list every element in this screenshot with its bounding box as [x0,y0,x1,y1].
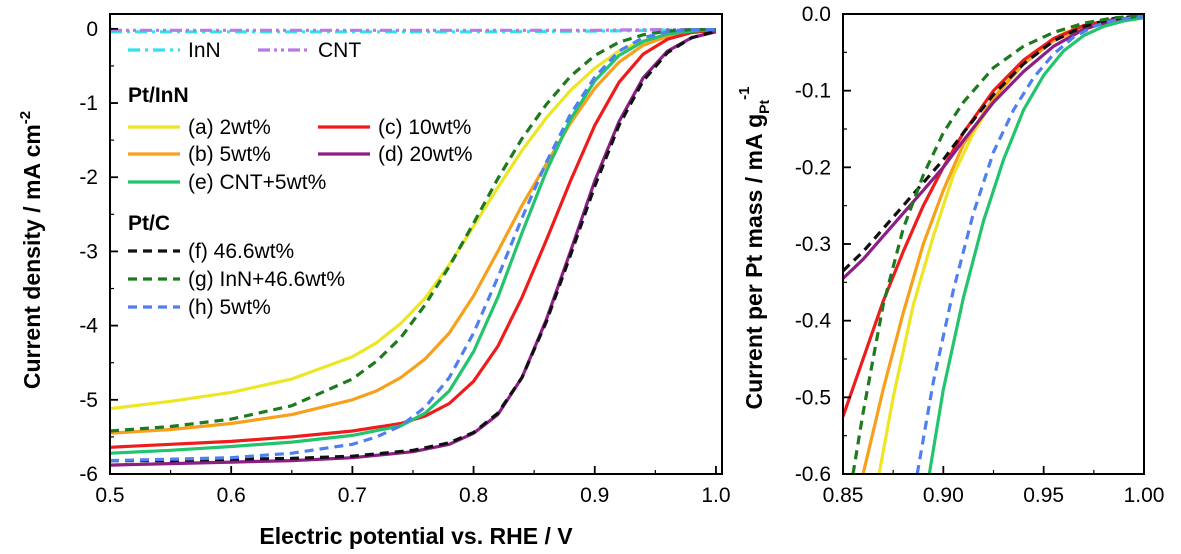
series-line-e [110,28,716,455]
legend-label-c: (c) 10wt% [378,116,471,139]
right-y-axis-label-sub: Pt [756,99,772,113]
series-line-f [843,14,1144,272]
series-line-g [851,14,1144,474]
series-line-CNT [110,28,716,32]
right-y-axis-label-sup: -1 [736,86,753,99]
y-tick-label: -0.5 [795,386,831,409]
left-series-lines [110,28,717,467]
x-tick-label: 0.90 [923,484,964,507]
series-line-f [110,29,717,463]
series-line-c [110,28,717,449]
right-chart: 0.85 0.90 0.95 1.00 0.0 -0.1 -0.2 -0.3 -0.4 -0.5 -… [736,3,1164,507]
left-y-axis-label-sup: -2 [17,111,34,124]
y-tick-label: -5 [79,389,98,412]
y-tick-label: -0.3 [795,233,831,256]
left-y-axis-label: Current density / mA cm-2 [17,111,45,389]
x-tick-label: 0.7 [338,484,367,507]
x-tick-label: 0.95 [1023,484,1064,507]
x-tick-label: 0.8 [459,484,488,507]
left-y-axis-label-text: Current density / mA cm [19,124,45,389]
right-y-axis-label-text: Current per Pt mass / mA g [741,114,767,410]
right-series-lines [843,14,1144,474]
legend-label-a: (a) 2wt% [188,116,271,139]
series-line-a [110,28,716,411]
series-line-e [927,16,1144,474]
y-tick-label: -1 [79,92,98,115]
y-tick-label: -3 [79,240,98,263]
x-tick-label: 0.5 [95,484,124,507]
series-line-c [843,15,1144,418]
y-tick-label: -0.1 [795,80,831,103]
right-axis-ticks: 0.85 0.90 0.95 1.00 0.0 -0.1 -0.2 -0.3 -0.4 -0.5 -… [795,3,1165,507]
y-tick-label: -2 [79,166,98,189]
x-tick-label: 0.6 [217,484,246,507]
y-tick-label: -6 [79,463,98,486]
legend-label-d: (d) 20wt% [378,143,473,166]
legend-label-b: (b) 5wt% [188,143,271,166]
y-tick-label: -0.2 [795,156,831,179]
y-tick-label: -0.4 [795,310,832,333]
left-axis-ticks: 0.5 0.6 0.7 0.8 0.9 1.0 0 -1 -2 -3 -4 -5 -6 [79,18,730,507]
legend-label-InN: InN [188,39,221,62]
legend-label-h: (h) 5wt% [188,296,271,319]
y-tick-label: 0 [86,18,98,41]
x-tick-label: 1.00 [1124,484,1165,507]
legend-label-e: (e) CNT+5wt% [188,171,326,194]
y-tick-label: -0.6 [795,463,831,486]
series-line-h [110,28,716,463]
legend-label-g: (g) InN+46.6wt% [188,268,345,291]
left-x-axis-label: Electric potential vs. RHE / V [259,523,573,549]
y-tick-label: -4 [79,315,98,338]
left-plot-frame [109,13,723,475]
x-tick-label: 0.9 [580,484,609,507]
legend-label-f: (f) 46.6wt% [188,240,294,263]
series-line-h [915,14,1144,474]
y-tick-label: 0.0 [802,3,831,26]
legend-heading-pt-inn: Pt/InN [128,84,189,107]
series-line-d [843,14,1144,280]
left-chart: 0.5 0.6 0.7 0.8 0.9 1.0 0 -1 -2 -3 -4 -5 -6 InN CNT Pt… [17,13,731,549]
legend-heading-pt-c: Pt/C [128,212,170,235]
left-legend: InN CNT Pt/InN (a) 2wt% (c) 10wt% (b) 5wt% (d)… [128,39,473,319]
x-tick-label: 1.0 [701,484,730,507]
series-line-b [110,28,716,435]
series-line-d [110,30,717,467]
legend-label-CNT: CNT [318,39,361,62]
series-line-g [110,28,716,433]
right-y-axis-label: Current per Pt mass / mA gPt-1 [736,86,772,409]
x-tick-label: 0.85 [823,484,864,507]
right-plot-frame [842,13,1145,475]
